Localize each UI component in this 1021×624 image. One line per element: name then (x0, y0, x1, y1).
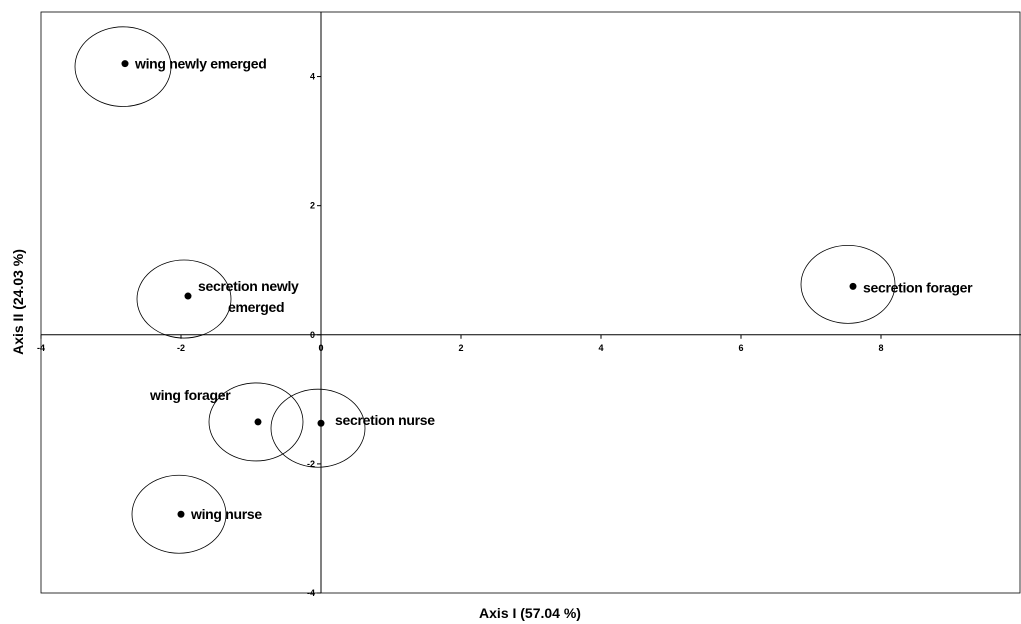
y-tick-label: 4 (310, 72, 315, 82)
point-label: secretion forager (863, 279, 973, 295)
point-label: secretion newly emerged (198, 278, 299, 315)
y-tick-label: -2 (307, 459, 315, 469)
x-axis-title: Axis I (57.04 %) (479, 605, 581, 621)
point-label: wing newly emerged (134, 56, 267, 72)
data-point (177, 510, 185, 518)
y-axis-title: Axis II (24.03 %) (10, 249, 26, 355)
confidence-circle (131, 474, 227, 554)
confidence-circle (208, 382, 304, 462)
confidence-circle (74, 26, 172, 107)
y-tick-label: 0 (310, 330, 315, 340)
confidence-circle (270, 388, 366, 468)
data-point (254, 418, 262, 426)
x-tick-label: -4 (37, 343, 45, 353)
point-label: wing forager (149, 387, 231, 403)
y-tick-label: 2 (310, 201, 315, 211)
data-point (184, 292, 192, 300)
confidence-circle (800, 244, 896, 324)
data-point (121, 60, 129, 68)
x-tick-label: 0 (318, 343, 323, 353)
point-label: wing nurse (190, 506, 262, 522)
data-point (317, 419, 325, 427)
confidence-circle (136, 259, 232, 339)
x-tick-label: 8 (878, 343, 883, 353)
x-tick-label: 2 (458, 343, 463, 353)
data-point (849, 282, 857, 290)
y-tick-label: -4 (307, 588, 315, 598)
x-tick-label: -2 (177, 343, 185, 353)
point-label: secretion nurse (335, 412, 435, 428)
x-tick-label: 6 (738, 343, 743, 353)
x-tick-label: 4 (598, 343, 603, 353)
plot-frame (40, 11, 1021, 594)
